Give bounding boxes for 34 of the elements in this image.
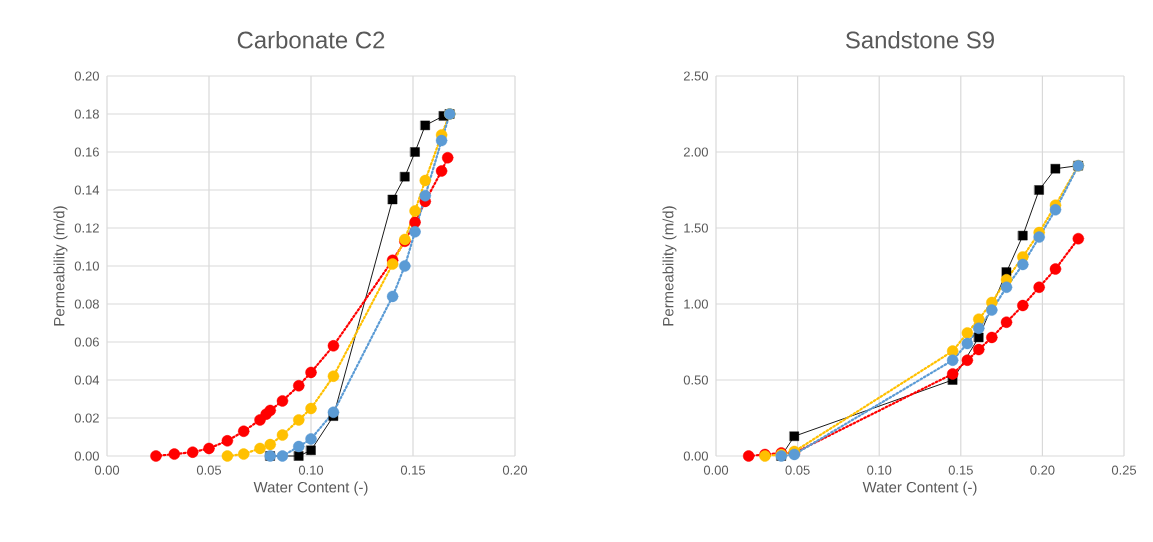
y-axis-title: Permeability (m/d) [662,206,677,326]
y-tick-label: 0.04 [74,375,100,385]
x-tick-label: 0.25 [1111,465,1137,475]
x-tick-label: 0.05 [196,465,222,475]
y-tick-label: 0.50 [683,375,708,385]
x-tick-label: 0.05 [785,465,810,475]
y-tick-label: 0.18 [74,109,99,119]
y-tick-label: 0.10 [74,261,99,271]
x-tick-label: 0.20 [502,465,528,475]
x-tick-label: 0.00 [703,465,729,475]
y-tick-label: 0.06 [74,337,99,347]
y-tick-label: 1.50 [684,223,708,233]
x-tick-label: 0.15 [948,465,973,475]
x-axis-title: Water Content (-) [253,481,368,496]
y-tick-label: 1.00 [684,299,708,309]
y-tick-label: 0.16 [74,147,99,157]
x-tick-label: 0.20 [1030,465,1055,475]
x-tick-label: 0.15 [400,465,426,475]
x-axis-title: Water Content (-) [862,481,977,496]
chart-title: Carbonate C2 [237,30,385,49]
y-tick-label: 0.00 [683,451,708,461]
y-tick-label: 0.20 [74,71,99,81]
y-axis-title: Permeability (m/d) [53,206,68,326]
y-tick-label: 0.08 [74,299,99,309]
chart-title: Sandstone S9 [845,30,994,49]
y-tick-label: 0.02 [74,413,99,423]
x-tick-label: 0.00 [94,465,120,475]
y-tick-label: 0.14 [74,185,100,195]
y-tick-label: 0.12 [74,223,99,233]
x-tick-label: 0.10 [867,465,892,475]
y-tick-label: 2.50 [683,71,708,81]
y-tick-label: 2.00 [683,147,708,157]
y-tick-label: 0.00 [74,451,99,461]
x-tick-label: 0.10 [298,465,324,475]
